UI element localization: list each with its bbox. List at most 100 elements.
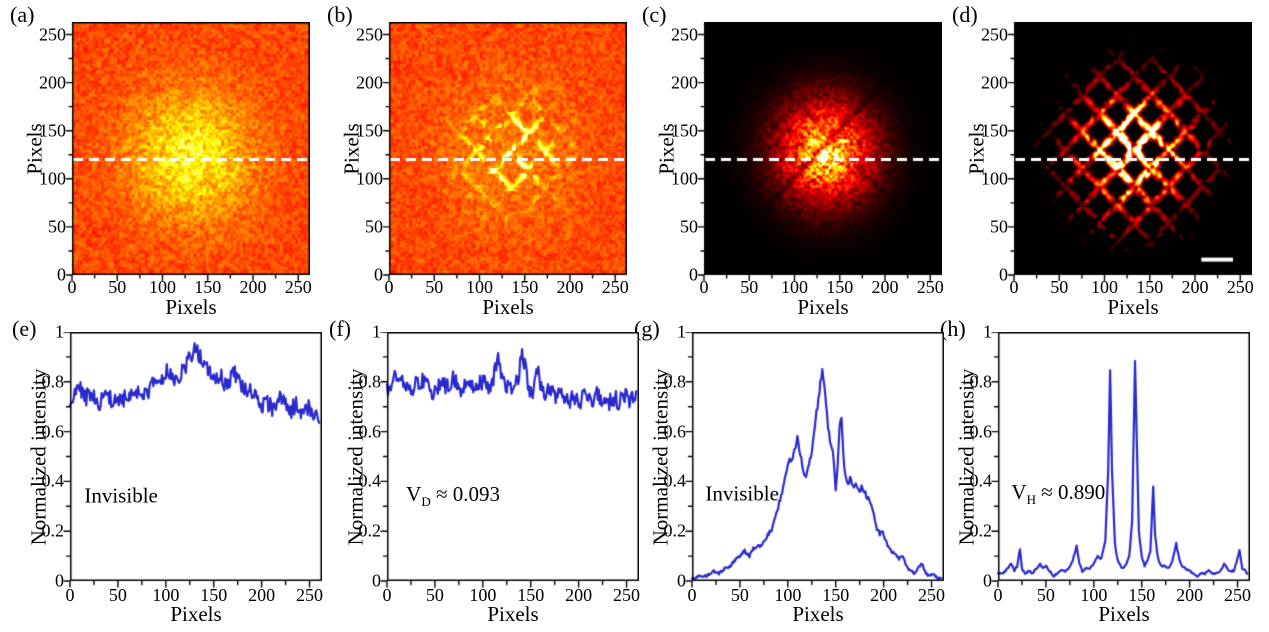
panel-a-x-tick-label: 150	[194, 277, 222, 297]
panel-h-x-axis-title: Pixels	[1098, 602, 1150, 626]
panel-e-x-tick-label: 100	[152, 585, 180, 605]
panel-g-x-axis-title: Pixels	[792, 602, 844, 626]
panel-e-x-tick-label: 50	[108, 585, 127, 605]
panel-h-x-tick-label: 100	[1080, 585, 1108, 605]
panel-b-x-tick-label: 250	[601, 277, 629, 297]
panel-d-x-tick-label: 100	[1090, 277, 1118, 297]
panel-c-x-axis-title: Pixels	[797, 295, 849, 319]
panel-d-x-tick-label: 150	[1136, 277, 1164, 297]
panel-c-y-tick-label: 0	[689, 264, 698, 285]
panel-b-y-tick-label: 250	[356, 24, 383, 44]
panel-f-x-axis-title: Pixels	[487, 602, 539, 626]
panel-h-y-tick-label: 0.6	[969, 421, 993, 442]
panel-b-x-tick-label: 50	[425, 277, 444, 297]
panel-e-y-tick-label: 0.4	[41, 470, 65, 491]
panel-b-x-tick-label: 150	[511, 277, 539, 297]
panel-f-label: (f)	[329, 316, 351, 341]
panel-f-x-tick-label: 200	[565, 585, 593, 605]
panel-h-x-tick-label: 150	[1128, 585, 1156, 605]
panel-c-label: (c)	[642, 2, 667, 27]
panel-a-x-tick-label: 100	[148, 277, 176, 297]
panel-b-plot-canvas	[379, 22, 627, 285]
panel-b-x-tick-label: 200	[556, 277, 584, 297]
panel-c-x-tick-label: 100	[780, 277, 808, 297]
panel-e-y-tick-label: 1	[55, 321, 64, 342]
panel-e-y-tick-label: 0.8	[41, 371, 65, 392]
panel-g-y-tick-label: 0.8	[663, 371, 687, 392]
panel-e-x-axis-title: Pixels	[170, 602, 222, 626]
panel-h-y-tick-label: 0.4	[969, 470, 993, 491]
panel-h-y-tick-label: 0	[983, 570, 992, 591]
panel-e-plot-canvas	[60, 332, 322, 591]
panel-g-x-tick-label: 0	[687, 585, 697, 605]
panel-g-x-tick-label: 150	[822, 585, 850, 605]
panel-e-y-tick-label: 0.2	[41, 520, 65, 541]
panel-a-x-axis-title: Pixels	[165, 295, 217, 319]
panel-h-y-tick-label: 1	[983, 321, 992, 342]
panel-b-x-tick-label: 0	[384, 277, 394, 297]
panel-a-y-tick-label: 250	[39, 24, 66, 44]
panel-c-plot-canvas	[694, 22, 942, 285]
panel-e-y-tick-label: 0	[55, 570, 64, 591]
panel-g-x-tick-label: 200	[870, 585, 898, 605]
panel-c-x-tick-label: 250	[916, 277, 944, 297]
panel-c-y-tick-label: 50	[680, 216, 698, 237]
panel-c-y-tick-label: 150	[671, 120, 698, 141]
panel-f-x-tick-label: 150	[517, 585, 545, 605]
panel-d-x-tick-label: 250	[1226, 277, 1254, 297]
panel-f-y-tick-label: 0.8	[358, 371, 382, 392]
panel-g-y-tick-label: 0.6	[663, 421, 687, 442]
panel-c-x-tick-label: 150	[826, 277, 854, 297]
panel-b-x-axis-title: Pixels	[482, 295, 534, 319]
panel-b-y-tick-label: 50	[365, 216, 383, 237]
panel-f-y-tick-label: 0	[372, 570, 381, 591]
panel-g-plot-canvas	[682, 332, 944, 591]
panel-h-x-tick-label: 0	[993, 585, 1003, 605]
panel-a-x-tick-label: 250	[284, 277, 312, 297]
panel-b-y-tick-label: 200	[356, 72, 383, 93]
panel-d-x-tick-label: 200	[1181, 277, 1209, 297]
panel-d-y-tick-label: 150	[981, 120, 1008, 141]
panel-b-x-tick-label: 100	[465, 277, 493, 297]
panel-c-x-tick-label: 200	[871, 277, 899, 297]
panel-h-x-tick-label: 50	[1036, 585, 1055, 605]
panel-a-plot-canvas	[62, 22, 310, 285]
panel-g-y-tick-label: 0.4	[663, 470, 687, 491]
panel-g-y-tick-label: 1	[677, 321, 686, 342]
panel-d-label: (d)	[952, 2, 978, 27]
panel-f-x-tick-label: 250	[613, 585, 641, 605]
panel-c-x-tick-label: 50	[740, 277, 759, 297]
panel-f-y-tick-label: 0.4	[358, 470, 382, 491]
panel-a-x-tick-label: 0	[67, 277, 77, 297]
panel-a-label: (a)	[10, 2, 35, 27]
panel-a-y-tick-label: 100	[39, 168, 66, 189]
panel-a-y-tick-label: 0	[57, 264, 66, 285]
panel-h-label: (h)	[940, 316, 966, 341]
panel-g-x-tick-label: 250	[918, 585, 946, 605]
panel-g-y-axis-title: Normalized intensity	[648, 368, 673, 545]
panel-b-y-tick-label: 150	[356, 120, 383, 141]
panel-c-x-tick-label: 0	[699, 277, 709, 297]
panel-h-x-tick-label: 200	[1176, 585, 1204, 605]
panel-d-y-tick-label: 50	[990, 216, 1008, 237]
panel-g-annotation: Invisible	[705, 481, 779, 506]
panel-d-x-tick-label: 50	[1050, 277, 1069, 297]
panel-a-y-tick-label: 150	[39, 120, 66, 141]
panel-d-x-axis-title: Pixels	[1107, 295, 1159, 319]
panel-f-plot-canvas	[377, 332, 639, 591]
panel-d-y-tick-label: 200	[981, 72, 1008, 93]
panel-e-y-tick-label: 0.6	[41, 421, 65, 442]
panel-d-y-tick-label: 100	[981, 168, 1008, 189]
panel-d-y-tick-label: 250	[981, 24, 1008, 44]
panel-b-label: (b)	[327, 2, 353, 27]
panel-c-y-tick-label: 100	[671, 168, 698, 189]
panel-f-y-tick-label: 0.6	[358, 421, 382, 442]
panel-f-y-tick-label: 0.2	[358, 520, 382, 541]
panel-e-x-tick-label: 150	[200, 585, 228, 605]
panel-f-x-tick-label: 100	[469, 585, 497, 605]
panel-e-x-tick-label: 0	[65, 585, 75, 605]
panel-f-x-tick-label: 50	[425, 585, 444, 605]
panel-f-y-axis-title: Normalized intensity	[343, 368, 368, 545]
panel-d-y-tick-label: 0	[999, 264, 1008, 285]
